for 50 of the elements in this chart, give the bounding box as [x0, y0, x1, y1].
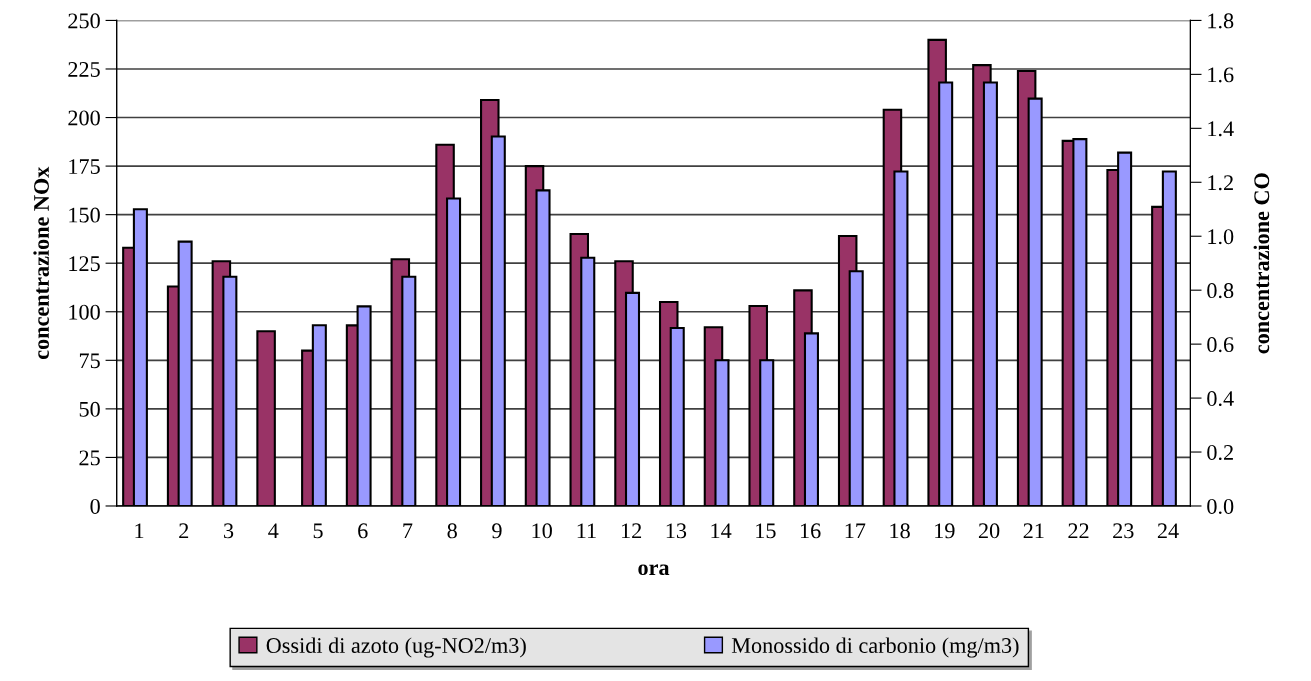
- legend-label: Monossido di carbonio (mg/m3): [731, 637, 1019, 658]
- x-tick-label: 16: [800, 523, 821, 539]
- x-tick-label: 8: [447, 523, 457, 539]
- x-tick-label: 18: [890, 523, 910, 539]
- y-tick-label: 0: [90, 498, 100, 514]
- y-tick-label: 100: [69, 304, 100, 320]
- y2-tick-label: 1.4: [1208, 121, 1234, 137]
- y2-tick-label: 0.0: [1207, 498, 1234, 515]
- x-tick-label: 21: [1023, 523, 1044, 539]
- x-tick-label: 12: [622, 523, 642, 539]
- x-axis-title: ora: [638, 564, 670, 576]
- x-tick-label: 17: [845, 523, 866, 539]
- y-tick-label: 125: [69, 256, 100, 272]
- y2-tick-label: 0.6: [1207, 337, 1234, 353]
- y2-tick-label: 0.4: [1207, 391, 1234, 407]
- x-tick-label: 11: [577, 523, 596, 539]
- y2-axis-title: concentrazione CO: [1253, 173, 1270, 354]
- y2-tick-label: 1.6: [1208, 67, 1234, 83]
- x-tick-label: 3: [224, 523, 234, 539]
- x-tick-label: 5: [313, 523, 323, 539]
- x-tick-label: 13: [666, 523, 687, 539]
- x-tick-label: 23: [1113, 523, 1134, 539]
- x-tick-label: 1: [135, 523, 144, 539]
- y-tick-label: 225: [68, 61, 100, 77]
- x-tick-label: 6: [358, 523, 368, 539]
- x-tick-label: 14: [711, 523, 732, 539]
- x-tick-label: 15: [756, 523, 776, 539]
- legend-label: Ossidi di azoto (ug-NO2/m3): [266, 637, 526, 658]
- y-tick-label: 200: [68, 110, 100, 126]
- y2-tick-label: 1.2: [1208, 175, 1233, 191]
- x-tick-label: 19: [935, 523, 955, 539]
- y-tick-label: 175: [69, 159, 100, 175]
- x-tick-label: 4: [268, 523, 279, 539]
- y2-tick-label: 0.8: [1207, 283, 1234, 299]
- x-tick-label: 20: [978, 523, 1000, 539]
- x-tick-label: 10: [532, 523, 552, 539]
- x-tick-label: 9: [492, 523, 502, 539]
- y-tick-label: 250: [68, 13, 100, 29]
- y-tick-label: 150: [69, 207, 100, 223]
- y-tick-label: 75: [79, 353, 100, 369]
- x-tick-label: 7: [403, 523, 413, 539]
- y2-tick-label: 1.8: [1208, 13, 1234, 29]
- y2-tick-label: 1.0: [1208, 229, 1234, 245]
- y-tick-label: 25: [79, 450, 100, 466]
- x-tick-label: 22: [1068, 523, 1089, 539]
- y-axis-title: concentrazione NOx: [33, 166, 49, 360]
- y-tick-label: 50: [79, 401, 100, 417]
- x-tick-label: 24: [1157, 523, 1179, 539]
- y2-tick-label: 0.2: [1207, 444, 1233, 461]
- x-tick-label: 2: [179, 523, 189, 539]
